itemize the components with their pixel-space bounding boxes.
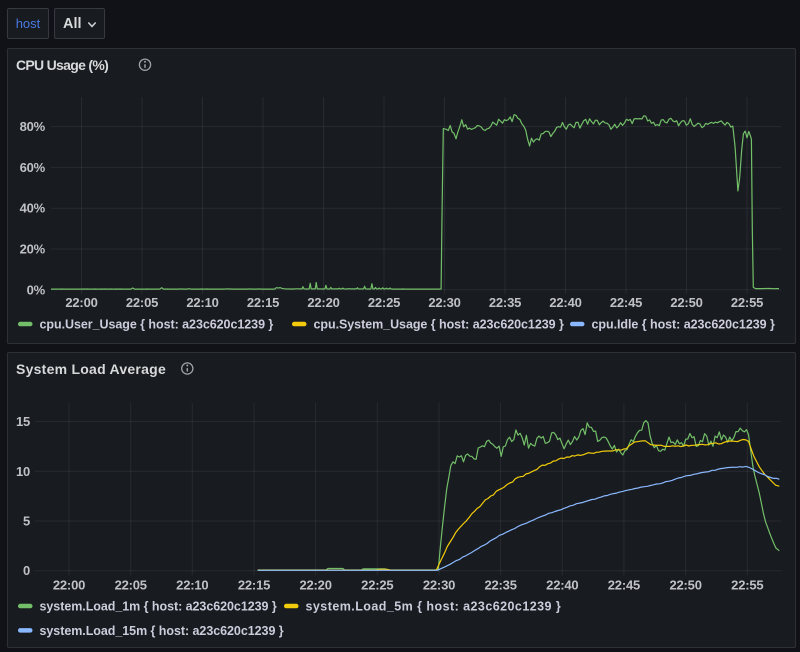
svg-text:22:05: 22:05 — [115, 578, 147, 593]
svg-text:22:15: 22:15 — [238, 578, 270, 593]
svg-text:15: 15 — [16, 414, 30, 429]
svg-text:22:25: 22:25 — [368, 295, 400, 310]
svg-text:40%: 40% — [20, 201, 46, 216]
svg-text:22:55: 22:55 — [731, 295, 763, 310]
svg-text:cpu.Idle { host: a23c620c1239: cpu.Idle { host: a23c620c1239 } — [592, 318, 775, 332]
svg-text:20%: 20% — [20, 242, 46, 257]
svg-text:0: 0 — [23, 563, 30, 578]
svg-text:22:10: 22:10 — [176, 578, 208, 593]
svg-text:80%: 80% — [20, 119, 46, 134]
svg-text:CPU Usage (%): CPU Usage (%) — [16, 57, 108, 73]
svg-text:22:40: 22:40 — [546, 578, 578, 593]
svg-text:60%: 60% — [20, 160, 46, 175]
svg-text:22:05: 22:05 — [126, 295, 158, 310]
svg-text:10: 10 — [16, 464, 30, 479]
svg-text:22:35: 22:35 — [484, 578, 516, 593]
svg-text:22:00: 22:00 — [65, 295, 97, 310]
svg-text:22:00: 22:00 — [53, 578, 85, 593]
svg-text:system.Load_15m { host: a23c62: system.Load_15m { host: a23c620c1239 } — [40, 624, 284, 638]
svg-text:22:20: 22:20 — [299, 578, 331, 593]
svg-text:cpu.System_Usage { host: a23c6: cpu.System_Usage { host: a23c620c1239 } — [314, 318, 564, 332]
svg-text:System Load Average: System Load Average — [16, 361, 166, 377]
svg-text:22:30: 22:30 — [423, 578, 455, 593]
svg-text:22:15: 22:15 — [247, 295, 279, 310]
svg-text:0%: 0% — [27, 282, 46, 297]
svg-text:22:35: 22:35 — [489, 295, 521, 310]
svg-text:22:20: 22:20 — [307, 295, 339, 310]
svg-text:22:45: 22:45 — [610, 295, 642, 310]
svg-text:cpu.User_Usage { host: a23c620: cpu.User_Usage { host: a23c620c1239 } — [40, 318, 274, 332]
svg-text:22:55: 22:55 — [731, 578, 763, 593]
svg-text:22:50: 22:50 — [670, 295, 702, 310]
svg-text:22:30: 22:30 — [428, 295, 460, 310]
svg-text:22:25: 22:25 — [361, 578, 393, 593]
svg-text:22:40: 22:40 — [549, 295, 581, 310]
svg-text:5: 5 — [23, 514, 30, 529]
svg-text:22:45: 22:45 — [608, 578, 640, 593]
svg-text:22:50: 22:50 — [669, 578, 701, 593]
svg-text:system.Load_5m { host: a23c620: system.Load_5m { host: a23c620c1239 } — [306, 600, 562, 614]
svg-text:system.Load_1m { host: a23c620: system.Load_1m { host: a23c620c1239 } — [40, 600, 277, 614]
svg-text:22:10: 22:10 — [186, 295, 218, 310]
